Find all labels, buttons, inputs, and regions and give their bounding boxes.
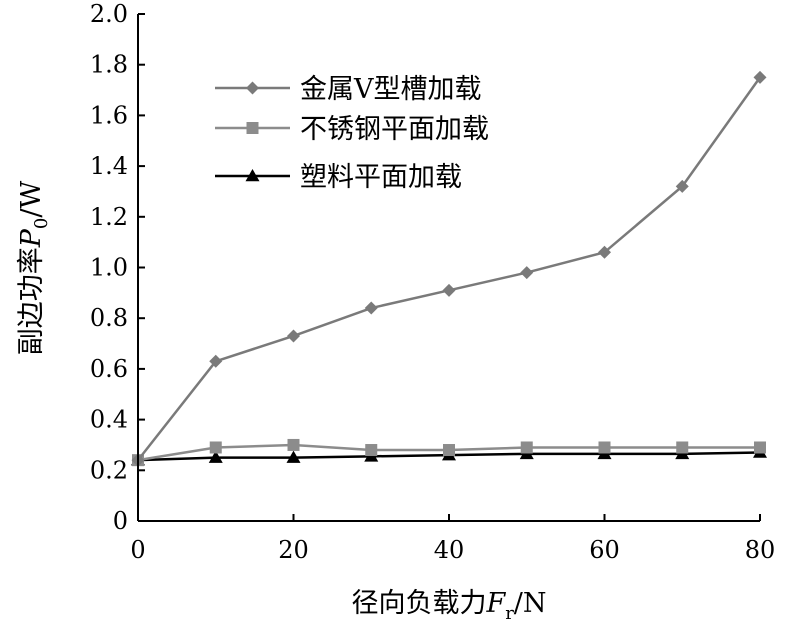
data-point bbox=[598, 245, 611, 259]
series-diamond bbox=[131, 70, 767, 467]
x-tick-label: 80 bbox=[745, 536, 776, 564]
series-square bbox=[132, 438, 766, 467]
data-point bbox=[520, 441, 533, 454]
legend-label: 金属V型槽加载 bbox=[300, 74, 482, 105]
data-point bbox=[365, 444, 378, 457]
data-point bbox=[598, 441, 611, 454]
x-axis-ticks: 0 20 40 60 80 bbox=[130, 514, 775, 564]
data-point bbox=[286, 450, 301, 463]
data-point bbox=[287, 438, 300, 451]
x-tick-label: 20 bbox=[278, 536, 309, 564]
data-point bbox=[209, 354, 223, 368]
legend-marker bbox=[246, 122, 259, 134]
data-point bbox=[208, 450, 223, 463]
data-point bbox=[442, 283, 456, 297]
data-point bbox=[443, 444, 455, 457]
data-point bbox=[754, 441, 766, 454]
y-tick-label: 0.2 bbox=[90, 456, 128, 484]
y-tick-label: 1.8 bbox=[90, 51, 128, 79]
y-tick-label: 1.4 bbox=[90, 152, 128, 180]
legend-marker bbox=[245, 169, 260, 182]
legend-item: 不锈钢平面加载 bbox=[215, 114, 489, 145]
y-tick-label: 0.6 bbox=[90, 355, 128, 383]
legend-marker bbox=[246, 81, 259, 95]
legend-item: 塑料平面加载 bbox=[215, 162, 462, 193]
legend-label: 不锈钢平面加载 bbox=[300, 114, 489, 145]
y-tick-label: 2.0 bbox=[90, 0, 128, 28]
x-tick-label: 40 bbox=[434, 536, 465, 564]
y-tick-label: 0.4 bbox=[90, 406, 128, 434]
data-point bbox=[675, 179, 689, 193]
y-axis-ticks: 0 0.2 0.4 0.6 0.8 1.0 1.2 1.4 1.6 1.8 2.0 bbox=[90, 0, 145, 535]
series-layer bbox=[131, 70, 767, 467]
legend-item: 金属V型槽加载 bbox=[215, 74, 482, 105]
data-point bbox=[364, 301, 378, 315]
data-point bbox=[676, 441, 689, 454]
y-tick-label: 1.0 bbox=[90, 254, 128, 282]
y-axis-label: 副边功率P0/W bbox=[16, 181, 52, 356]
x-axis-label: 径向负载力Fr/N bbox=[351, 588, 546, 624]
data-point bbox=[209, 441, 222, 454]
legend-label: 塑料平面加载 bbox=[300, 162, 462, 193]
y-tick-label: 1.6 bbox=[90, 101, 128, 129]
data-point bbox=[520, 266, 534, 280]
data-point bbox=[287, 329, 300, 343]
x-tick-label: 60 bbox=[589, 536, 620, 564]
y-tick-label: 0.8 bbox=[90, 304, 128, 332]
x-tick-label: 0 bbox=[130, 536, 145, 564]
y-tick-label: 1.2 bbox=[90, 203, 128, 231]
y-tick-label: 0 bbox=[113, 507, 128, 535]
data-point bbox=[753, 70, 767, 84]
